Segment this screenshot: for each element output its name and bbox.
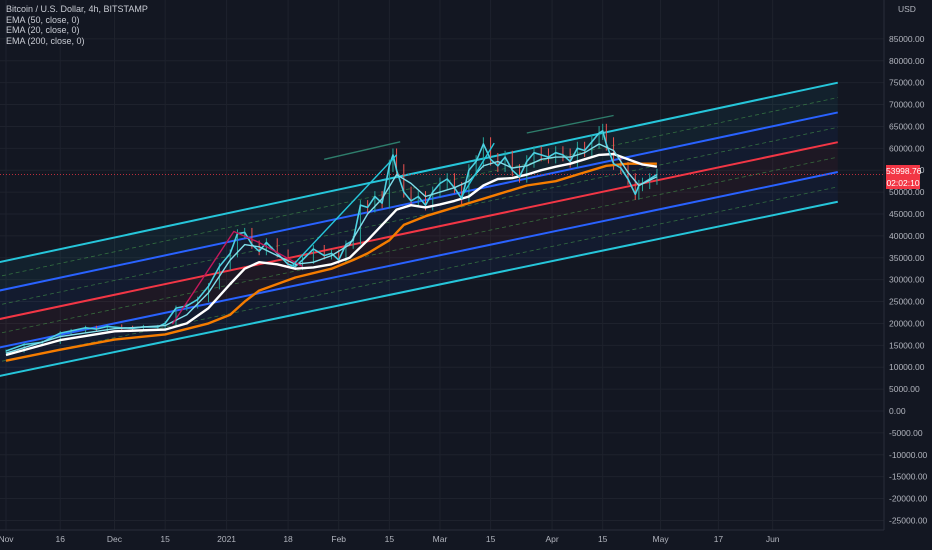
y-tick-label: 80000.00 [889,56,925,66]
chart-legend: Bitcoin / U.S. Dollar, 4h, BITSTAMP EMA … [6,4,148,46]
channel-midline [0,186,838,363]
x-tick-label: May [653,534,670,544]
time-axis[interactable]: Nov 16 Dec 15 2021 18 Feb 15 Mar 15 Apr 15 May 17 Jun [0,529,884,544]
x-tick-label: 17 [714,534,724,544]
ema20-line [5,143,658,354]
x-tick-label: 15 [160,534,170,544]
y-tick-label: 30000.00 [889,275,925,285]
y-tick-label: 45000.00 [889,209,925,219]
y-tick-label: 20000.00 [889,318,925,328]
countdown-tag: 02:02:10 [886,177,920,189]
y-tick-label: 65000.00 [889,121,925,131]
y-tick-label: 70000.00 [889,100,925,110]
x-tick-label: Nov [0,534,14,544]
channel-band [0,142,838,348]
indicator-ema20[interactable]: EMA (20, close, 0) [6,25,80,35]
y-tick-label: 85000.00 [889,34,925,44]
drawing-line-2 [461,142,495,197]
y-tick-label: 75000.00 [889,78,925,88]
y-tick-label: 25000.00 [889,297,925,307]
channel-line-lower-mid [0,170,838,349]
y-tick-label: 0.00 [889,406,906,416]
y-tick-label: 10000.00 [889,362,925,372]
channel-line-lower [0,200,838,377]
x-tick-label: 15 [486,534,496,544]
x-tick-label: 16 [56,534,66,544]
y-tick-label: -20000.00 [889,494,928,504]
x-tick-label: Jun [766,534,780,544]
y-tick-label: 60000.00 [889,143,925,153]
y-tick-label: 5000.00 [889,384,920,394]
y-tick-label: -15000.00 [889,472,928,482]
drawing-line-0 [171,230,303,325]
channel-band [0,82,838,291]
channel-band [0,171,838,376]
y-tick-label: -10000.00 [889,450,928,460]
y-tick-label: 35000.00 [889,253,925,263]
x-tick-label: Apr [545,534,558,544]
drawing-line-1 [291,154,398,267]
indicator-ema200[interactable]: EMA (200, close, 0) [6,35,85,46]
x-tick-label: Dec [107,534,123,544]
channel-line-median [0,141,838,320]
currency-label: USD [898,4,916,14]
channel-midline [0,156,838,334]
x-tick-label: 18 [283,534,293,544]
ema50-line [5,152,658,357]
y-tick-label: -5000.00 [889,428,923,438]
price-line [5,130,658,352]
y-tick-label: -25000.00 [889,515,928,525]
channel-line-upper-mid [0,111,838,292]
x-tick-label: Mar [433,534,448,544]
x-tick-label: Feb [331,534,346,544]
y-tick-label: 50000.00 [889,187,925,197]
last-price-tag: 53998.76 [886,165,922,177]
channel-midline [0,126,838,306]
x-tick-label: 2021 [217,534,236,544]
symbol-title[interactable]: Bitcoin / U.S. Dollar, 4h, BITSTAMP [6,4,148,14]
plot-area[interactable] [0,0,884,530]
ema200-line [5,162,657,362]
indicator-ema50[interactable]: EMA (50, close, 0) [6,14,80,25]
channel-line-upper [0,81,838,264]
drawing-line-4 [526,114,614,134]
drawing-line-3 [324,141,401,160]
y-tick-label: 40000.00 [889,231,925,241]
x-tick-label: 15 [598,534,608,544]
x-tick-label: 15 [385,534,395,544]
y-tick-label: 15000.00 [889,340,925,350]
price-axis[interactable]: 85000.00 80000.00 75000.00 70000.00 65000.00… [883,0,928,530]
